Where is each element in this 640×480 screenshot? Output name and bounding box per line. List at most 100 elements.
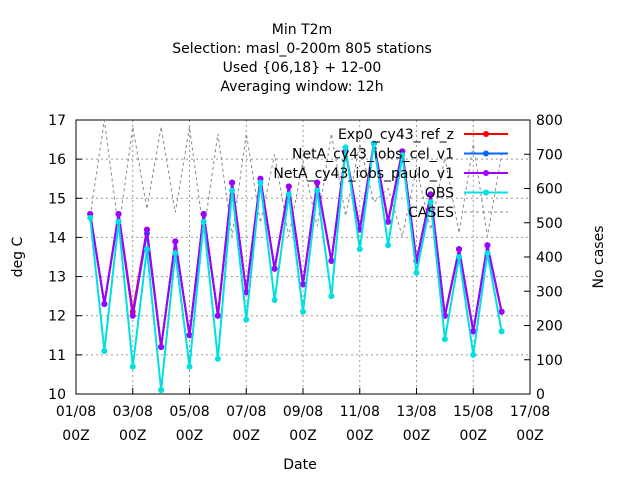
x-tick-label-hour: 00Z <box>289 428 316 444</box>
data-point <box>229 187 236 194</box>
legend: Exp0_cy43_ref_z NetA_cy43_iobs_cel_v1 NetA… <box>273 127 508 221</box>
x-tick-label: 13/08 <box>396 404 436 420</box>
data-point <box>87 214 94 221</box>
title-line: Min T2m <box>272 22 332 38</box>
data-point <box>243 289 250 296</box>
data-point <box>172 238 179 245</box>
data-point <box>370 140 377 147</box>
y-tick-label: 17 <box>48 113 66 129</box>
data-point <box>158 387 165 394</box>
data-point <box>257 179 264 186</box>
data-point <box>328 257 335 264</box>
data-point <box>342 144 349 151</box>
data-point <box>115 218 122 225</box>
y-tick-label: 13 <box>48 270 66 286</box>
title-line: Used {06,18} + 12-00 <box>223 60 382 76</box>
x-tick-label: 15/08 <box>453 404 493 420</box>
x-tick-label: 01/08 <box>56 404 96 420</box>
data-point <box>285 191 292 198</box>
legend-label: NetA_cy43_iobs_cel_v1 <box>292 147 454 163</box>
data-point <box>115 210 122 217</box>
data-point <box>441 336 448 343</box>
y-tick-label: 14 <box>48 230 66 246</box>
data-point <box>456 254 463 260</box>
title-line: Selection: masl_0-200m 805 stations <box>172 41 432 57</box>
data-point <box>129 312 136 319</box>
data-point <box>385 242 392 249</box>
x-tick-label-hour: 00Z <box>403 428 430 444</box>
x-tick-label-hour: 00Z <box>346 428 373 444</box>
y2-tick-label: 800 <box>536 113 563 129</box>
x-tick-label: 03/08 <box>113 404 153 420</box>
data-point <box>271 297 278 304</box>
data-point <box>427 199 434 206</box>
legend-marker <box>483 131 489 137</box>
data-point <box>243 316 250 323</box>
y-tick-label: 15 <box>48 191 66 207</box>
x-tick-label: 11/08 <box>340 404 380 420</box>
y-tick-label: 16 <box>48 152 66 168</box>
title-line: Averaging window: 12h <box>220 79 383 95</box>
data-point <box>470 328 477 335</box>
legend-marker <box>483 189 489 196</box>
x-tick-label-hour: 00Z <box>233 428 260 444</box>
data-point <box>399 152 406 159</box>
data-point <box>143 246 150 253</box>
series-line <box>89 119 503 237</box>
data-point <box>314 187 321 194</box>
y-tick-label: 12 <box>48 309 66 325</box>
y2-tick-label: 300 <box>536 284 563 300</box>
chart-title: Min T2m Selection: masl_0-200m 805 statio… <box>172 22 432 95</box>
x-axis: 01/08 00Z 03/08 00Z 05/08 00Z 07/08 00Z 09/08 00Z… <box>56 388 550 444</box>
data-point <box>427 191 434 198</box>
data-point <box>229 179 236 186</box>
y2-tick-label: 200 <box>536 319 563 335</box>
data-point <box>143 226 150 233</box>
y2-axis: 0 100 200 300 400 500 600 700 800 <box>524 113 563 403</box>
data-point <box>214 312 221 319</box>
y2-tick-label: 600 <box>536 182 563 198</box>
x-tick-label: 07/08 <box>226 404 266 420</box>
y-tick-label: 11 <box>48 348 66 364</box>
legend-marker <box>483 150 489 157</box>
legend-label: CASES <box>408 205 454 221</box>
legend-label: NetA_cy43_iobs_paulo_v1 <box>273 166 454 182</box>
data-point <box>200 210 207 217</box>
y2-tick-label: 700 <box>536 147 563 163</box>
y-axis: 10 11 12 13 14 15 16 17 <box>48 113 82 403</box>
x-tick-label-hour: 00Z <box>62 428 89 444</box>
data-point <box>101 347 108 354</box>
data-point <box>413 269 420 276</box>
data-point <box>186 332 193 339</box>
data-point <box>158 344 165 351</box>
data-point <box>498 328 505 335</box>
data-point <box>271 265 278 272</box>
data-point <box>129 363 136 370</box>
grid <box>76 120 530 394</box>
data-point <box>300 308 306 315</box>
data-point <box>328 293 335 300</box>
legend-label: Exp0_cy43_ref_z <box>338 127 454 143</box>
series-line <box>89 143 503 391</box>
y2-tick-label: 100 <box>536 353 563 369</box>
data-point <box>356 246 363 253</box>
x-tick-label-hour: 00Z <box>460 428 487 444</box>
legend-label: OBS <box>425 186 454 202</box>
data-point <box>314 179 321 186</box>
data-point <box>101 300 108 307</box>
series-line <box>89 143 503 348</box>
series-group <box>87 119 505 394</box>
x-tick-label: 05/08 <box>169 404 209 420</box>
y2-tick-label: 0 <box>536 387 545 403</box>
x-tick-label-hour: 00Z <box>176 428 203 444</box>
y-axis-label: deg C <box>10 236 26 277</box>
x-tick-label: 17/08 <box>510 404 550 420</box>
y2-axis-label: No cases <box>591 226 607 289</box>
data-point <box>484 250 491 257</box>
data-point <box>172 250 179 257</box>
data-point <box>456 246 463 253</box>
data-point <box>498 308 505 315</box>
data-point <box>300 281 306 288</box>
x-tick-label-hour: 00Z <box>516 428 543 444</box>
